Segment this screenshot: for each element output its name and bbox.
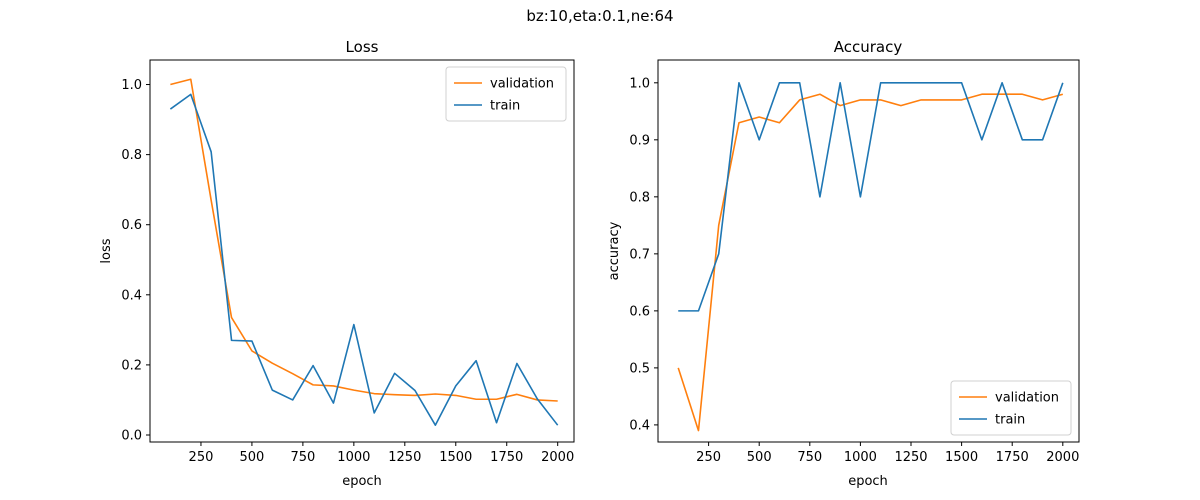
accuracy-y-tick-label: 0.7	[629, 247, 650, 262]
accuracy-chart: Accuracy epoch accuracy 250 500 750 1000 125…	[607, 38, 1080, 489]
accuracy-legend: validation train	[950, 380, 1072, 436]
accuracy-chart-title: Accuracy	[834, 38, 903, 56]
accuracy-plot-frame	[657, 59, 1080, 443]
loss-y-tick-label: 0.0	[121, 428, 142, 443]
accuracy-y-tick-label: 0.5	[629, 361, 650, 376]
accuracy-x-tick-label: 1500	[945, 450, 978, 465]
accuracy-x-tick-label: 1000	[844, 450, 877, 465]
loss-y-tick-label: 0.2	[121, 358, 142, 373]
accuracy-x-tick-label: 750	[797, 450, 822, 465]
loss-y-axis-label: loss	[99, 238, 114, 263]
accuracy-legend-label-validation: validation	[995, 391, 1059, 406]
loss-x-tick-label: 1250	[388, 450, 421, 465]
figure-suptitle: bz:10,eta:0.1,ne:64	[526, 7, 673, 25]
loss-x-tick-label: 500	[240, 450, 265, 465]
loss-y-tick-label: 1.0	[121, 78, 142, 93]
accuracy-x-tick-label: 500	[747, 450, 772, 465]
accuracy-legend-label-train: train	[995, 413, 1025, 428]
loss-x-tick-label: 750	[290, 450, 315, 465]
loss-chart: Loss epoch loss 250 500 750 1000 1250 1500 175…	[99, 38, 575, 489]
loss-y-tick-label: 0.4	[121, 288, 142, 303]
accuracy-train-line	[678, 82, 1064, 312]
accuracy-x-tick-label: 250	[696, 450, 721, 465]
loss-x-tick-label: 1750	[490, 450, 523, 465]
loss-legend-label-train: train	[490, 99, 520, 114]
loss-x-tick-label: 1500	[439, 450, 472, 465]
accuracy-y-tick-label: 0.8	[629, 190, 650, 205]
accuracy-y-axis-label: accuracy	[607, 221, 622, 280]
loss-plot-frame	[149, 59, 575, 443]
accuracy-y-tick-label: 1.0	[629, 76, 650, 91]
loss-validation-line	[170, 78, 558, 402]
accuracy-x-tick-label: 1750	[996, 450, 1029, 465]
accuracy-x-axis-label: epoch	[848, 474, 888, 489]
accuracy-y-tick-label: 0.9	[629, 133, 650, 148]
accuracy-x-tick-label: 2000	[1046, 450, 1079, 465]
loss-y-tick-label: 0.6	[121, 218, 142, 233]
loss-y-tick-label: 0.8	[121, 148, 142, 163]
loss-x-tick-label: 2000	[541, 450, 574, 465]
loss-x-tick-label: 250	[189, 450, 214, 465]
accuracy-y-tick-label: 0.6	[629, 304, 650, 319]
loss-chart-title: Loss	[346, 38, 379, 56]
loss-legend: validation train	[445, 66, 567, 122]
loss-x-axis-label: epoch	[342, 474, 382, 489]
loss-train-line	[169, 93, 559, 426]
accuracy-legend-box	[950, 380, 1072, 436]
accuracy-y-tick-label: 0.4	[629, 418, 650, 433]
loss-legend-label-validation: validation	[490, 77, 554, 92]
loss-x-tick-label: 1000	[337, 450, 370, 465]
accuracy-x-tick-label: 1250	[894, 450, 927, 465]
loss-legend-box	[445, 66, 567, 122]
